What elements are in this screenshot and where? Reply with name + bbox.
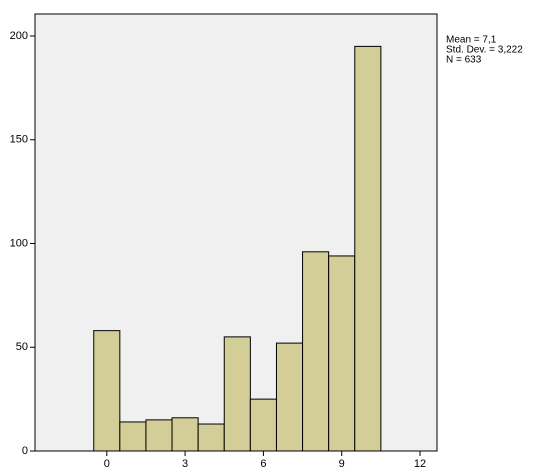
x-tick-label: 0 (104, 458, 110, 470)
bar (145, 419, 173, 452)
bar (171, 417, 199, 452)
y-tick-label: 200 (10, 30, 28, 42)
bar (354, 45, 382, 452)
bar (93, 330, 121, 452)
y-tick-label: 50 (16, 341, 28, 353)
stats-annotation: Std. Dev. = 3,222 (446, 45, 523, 56)
y-tick-label: 0 (22, 445, 28, 457)
bar (197, 423, 225, 452)
bar (328, 255, 356, 452)
y-tick-label: 100 (10, 237, 28, 249)
x-tick-label: 3 (182, 458, 188, 470)
stats-annotation: Mean = 7,1 (446, 35, 497, 46)
x-tick-label: 6 (260, 458, 266, 470)
stats-annotation: N = 633 (446, 55, 482, 66)
x-tick-label: 12 (414, 458, 426, 470)
bar (223, 336, 251, 452)
bar (249, 398, 277, 452)
bar (119, 421, 147, 452)
y-tick-label: 150 (10, 134, 28, 146)
bar (275, 342, 304, 452)
bar (302, 251, 330, 452)
x-tick-label: 9 (339, 458, 345, 470)
